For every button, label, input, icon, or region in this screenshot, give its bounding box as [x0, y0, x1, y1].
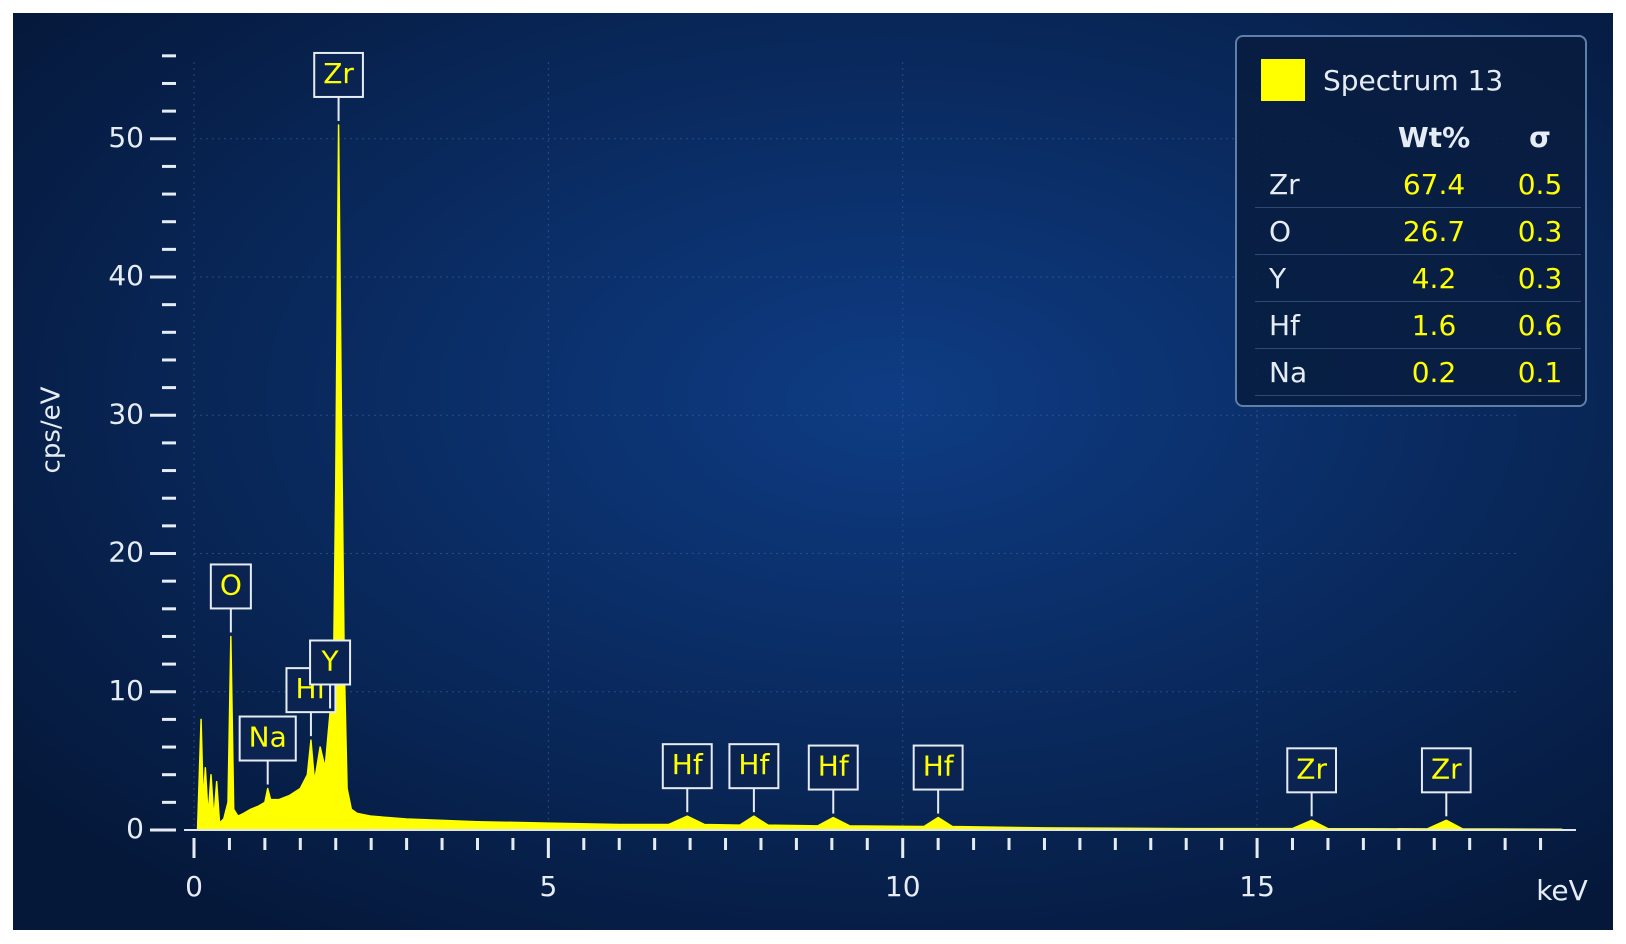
- legend-label: Spectrum 13: [1323, 63, 1504, 97]
- spectrum-area: [196, 124, 1563, 831]
- x-axis-label: keV: [1536, 874, 1588, 907]
- legend-row: Hf 1.6 0.6: [1255, 301, 1581, 349]
- column-header: σ: [1529, 120, 1551, 154]
- legend: Spectrum 13 Wt% σ Zr 67.4 0.5 O 26.7 0.3 Y 4.2 0…: [1235, 35, 1587, 407]
- x-tick-label: 15: [1239, 870, 1275, 903]
- peak-label-box: [661, 743, 713, 790]
- element-name: Y: [1255, 254, 1369, 302]
- peak-label-box: [1420, 747, 1472, 794]
- element-value: 0.3: [1499, 254, 1581, 302]
- peak-label: Hf: [728, 743, 780, 813]
- legend-swatch: [1261, 59, 1305, 101]
- peak-label: Hf: [661, 743, 713, 813]
- element-value: 26.7: [1369, 207, 1499, 255]
- element-value: 0.2: [1369, 348, 1499, 396]
- element-value: 0.6: [1499, 301, 1581, 349]
- element-name: O: [1255, 207, 1369, 255]
- peak-label: Na: [238, 715, 297, 785]
- legend-row: Na 0.2 0.1: [1255, 348, 1581, 396]
- x-tick-label: 5: [539, 870, 557, 903]
- y-tick-label: 40: [108, 259, 144, 292]
- peak-label-box: [728, 743, 780, 790]
- peak-label: Zr: [1420, 747, 1472, 817]
- peak-label: Hf: [807, 744, 859, 814]
- element-value: 0.5: [1499, 161, 1581, 208]
- peak-label-box: [912, 744, 964, 791]
- legend-row: O 26.7 0.3: [1255, 207, 1581, 255]
- peak-label-text: Zr: [1296, 752, 1327, 785]
- y-tick-label: 50: [108, 121, 144, 154]
- x-tick-label: 0: [185, 870, 203, 903]
- y-tick-label: 30: [108, 397, 144, 430]
- peak-label-text: Y: [321, 644, 340, 677]
- peak-label-box: [807, 744, 859, 791]
- peak-label-box: [313, 51, 364, 98]
- element-name: Zr: [1255, 161, 1369, 208]
- peak-label-text: Hf: [672, 748, 704, 781]
- peak-label-box: [209, 563, 252, 610]
- peak-label-text: Zr: [1431, 752, 1462, 785]
- peak-label-text: Hf: [818, 750, 850, 783]
- y-axis-label: cps/eV: [37, 386, 67, 473]
- peak-label-text: Zr: [323, 57, 354, 90]
- element-value: 0.1: [1499, 348, 1581, 396]
- element-value: 67.4: [1369, 161, 1499, 208]
- peak-label: Zr: [313, 51, 364, 121]
- element-name: Hf: [1255, 301, 1369, 349]
- y-tick-label: 20: [108, 536, 144, 569]
- y-tick-label: 0: [126, 812, 144, 845]
- y-tick-label: 10: [108, 674, 144, 707]
- peak-label-text: Na: [249, 721, 287, 754]
- peak-label-text: Hf: [923, 750, 955, 783]
- peak-label-box: [238, 715, 297, 762]
- element-name: Na: [1255, 348, 1369, 396]
- peak-label: Zr: [1286, 747, 1337, 817]
- peak-label-text: Hf: [738, 748, 770, 781]
- peak-label-text: O: [220, 568, 242, 601]
- element-value: 1.6: [1369, 301, 1499, 349]
- column-header: Wt%: [1397, 120, 1471, 154]
- element-value: 0.3: [1499, 207, 1581, 255]
- legend-table: Wt% σ Zr 67.4 0.5 O 26.7 0.3 Y 4.2 0.3 Hf 1.6 0.6 Na…: [1255, 113, 1581, 396]
- peak-label-box: [309, 639, 352, 686]
- legend-row: Zr 67.4 0.5: [1255, 161, 1581, 208]
- peak-label-box: [1286, 747, 1337, 794]
- peak-label: Hf: [912, 744, 964, 814]
- legend-row: Y 4.2 0.3: [1255, 254, 1581, 302]
- peak-label: Y: [309, 639, 352, 709]
- element-value: 4.2: [1369, 254, 1499, 302]
- peak-label: O: [209, 563, 252, 633]
- x-tick-label: 10: [885, 870, 921, 903]
